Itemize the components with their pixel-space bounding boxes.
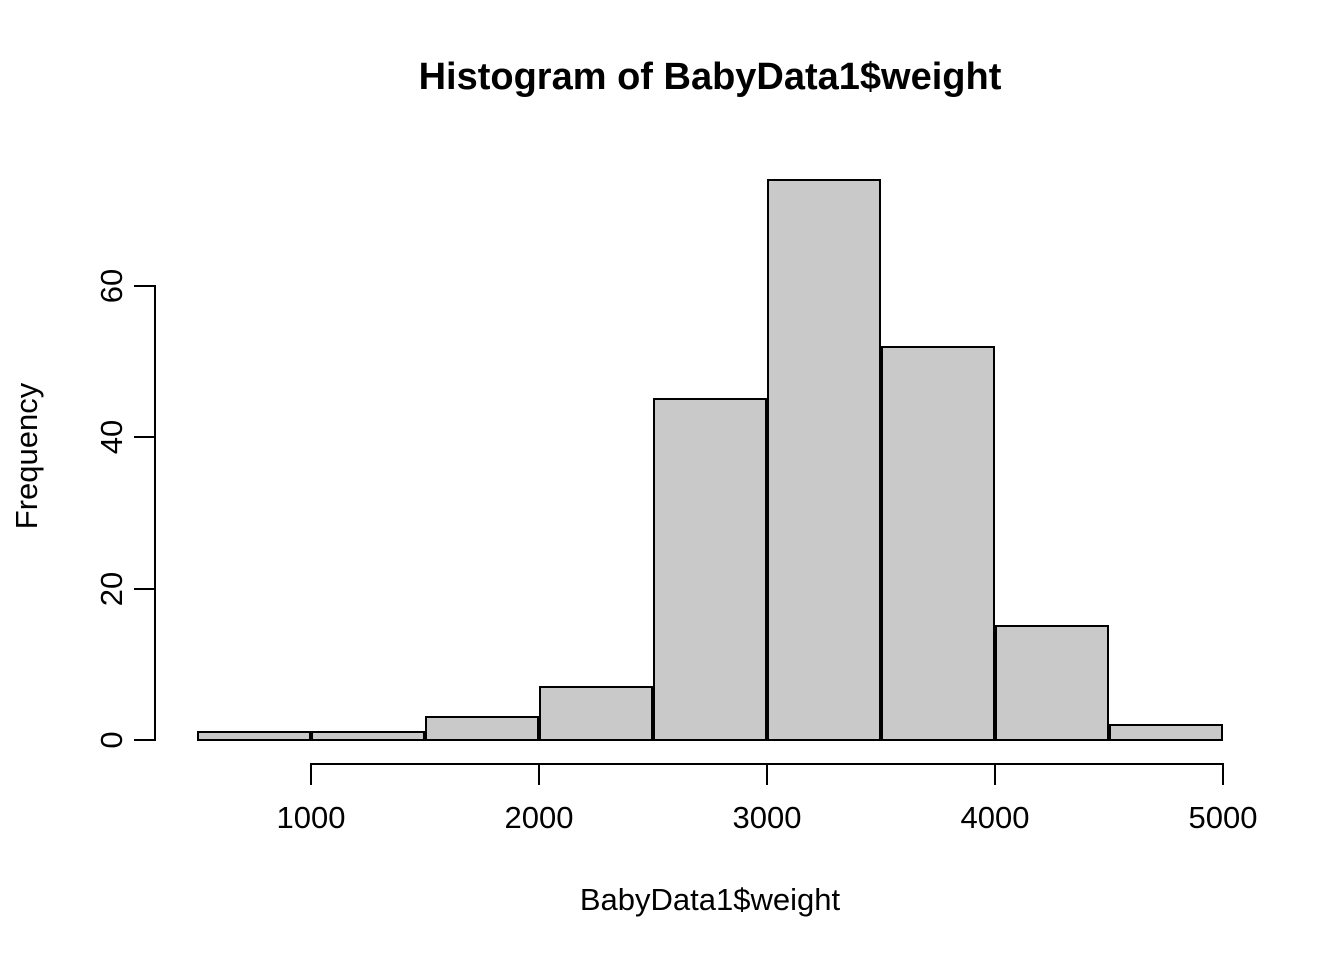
histogram-bar (197, 731, 311, 741)
chart-title: Histogram of BabyData1$weight (418, 56, 1002, 98)
histogram-bar (1109, 723, 1223, 741)
y-tick (134, 587, 154, 590)
y-axis-line (154, 284, 156, 741)
y-tick-label-text: 20 (94, 571, 129, 606)
histogram-bar (311, 731, 425, 741)
y-tick-label-text: 60 (94, 268, 129, 304)
y-tick-label-text: 0 (94, 731, 129, 749)
x-axis-label: BabyData1$weight (579, 882, 841, 917)
histogram-bar (539, 686, 653, 741)
x-tick (1222, 763, 1224, 785)
x-tick-label: 1000 (276, 800, 346, 835)
x-tick-label: 2000 (504, 800, 574, 835)
x-tick (310, 763, 312, 785)
y-tick (134, 739, 154, 741)
x-tick (538, 763, 540, 785)
histogram-bar (425, 716, 539, 741)
x-tick-label: 5000 (1188, 800, 1258, 835)
y-tick (134, 436, 154, 439)
y-tick-label-text: 40 (94, 420, 129, 455)
x-tick-label: 3000 (732, 800, 802, 835)
x-tick (766, 763, 768, 785)
y-axis-label-text: Frequency (9, 382, 44, 530)
histogram-bar (767, 179, 881, 741)
y-tick (134, 284, 154, 287)
histogram-bar (653, 398, 767, 741)
histogram-bar (881, 345, 995, 741)
x-tick (994, 763, 996, 785)
x-tick-label: 4000 (960, 800, 1030, 835)
histogram-bar (995, 625, 1109, 741)
